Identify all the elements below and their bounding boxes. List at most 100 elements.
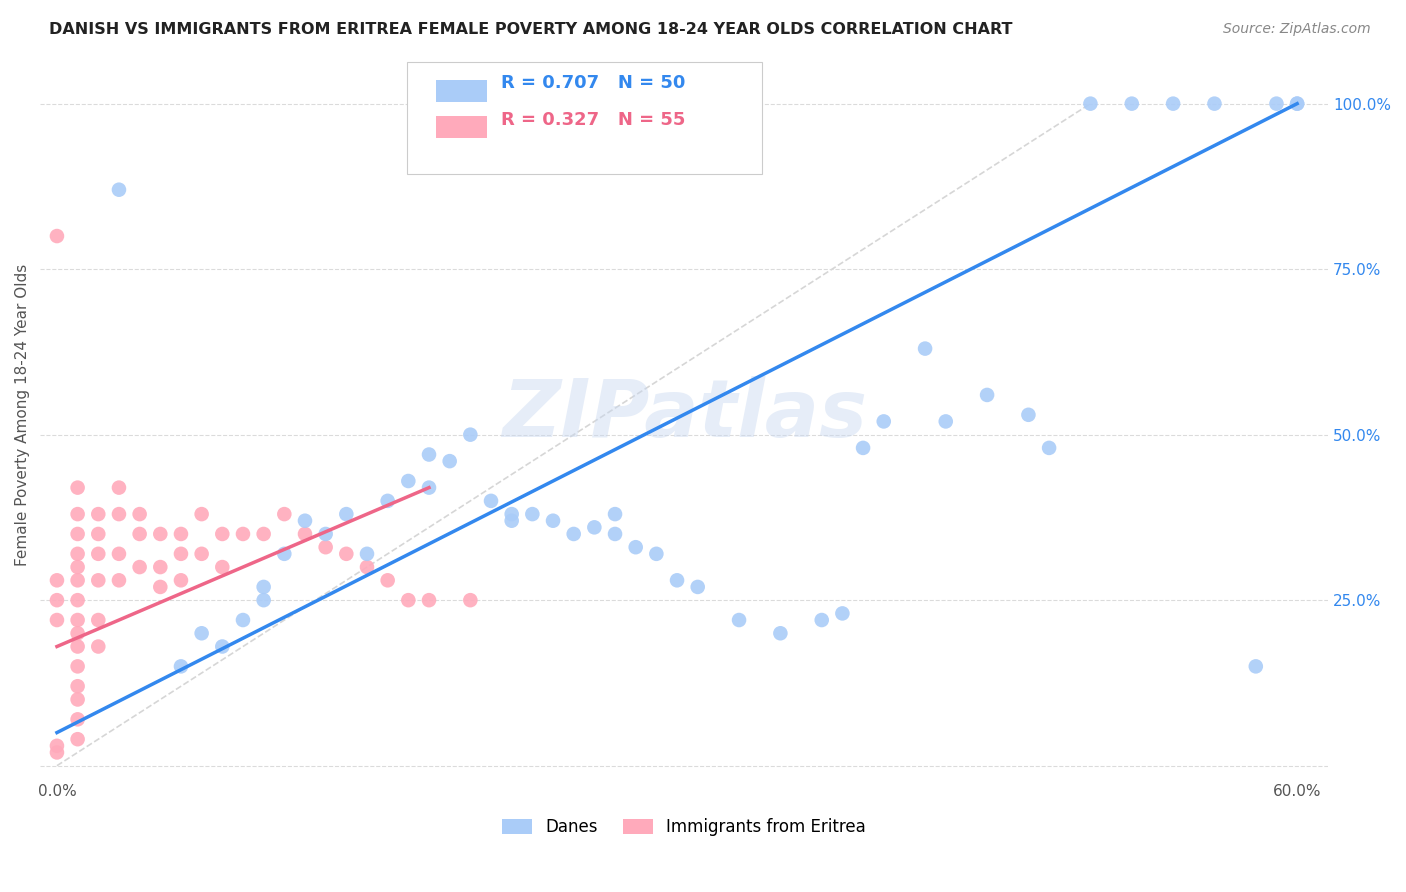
Point bbox=[810, 613, 832, 627]
Y-axis label: Female Poverty Among 18-24 Year Olds: Female Poverty Among 18-24 Year Olds bbox=[15, 264, 30, 566]
Point bbox=[377, 574, 399, 588]
Point bbox=[935, 414, 957, 428]
Point bbox=[66, 527, 89, 541]
Point bbox=[66, 732, 89, 747]
Point bbox=[46, 574, 69, 588]
Point bbox=[66, 659, 89, 673]
Point bbox=[294, 514, 316, 528]
Point bbox=[66, 593, 89, 607]
Text: R = 0.707   N = 50: R = 0.707 N = 50 bbox=[502, 74, 686, 93]
Point bbox=[873, 414, 896, 428]
Text: DANISH VS IMMIGRANTS FROM ERITREA FEMALE POVERTY AMONG 18-24 YEAR OLDS CORRELATI: DANISH VS IMMIGRANTS FROM ERITREA FEMALE… bbox=[49, 22, 1012, 37]
Point bbox=[46, 613, 69, 627]
Text: ZIPatlas: ZIPatlas bbox=[502, 376, 866, 454]
Point bbox=[46, 229, 69, 244]
Point bbox=[1161, 96, 1184, 111]
Point bbox=[624, 540, 647, 554]
Point bbox=[335, 547, 357, 561]
Point bbox=[914, 342, 936, 356]
Point bbox=[108, 481, 131, 495]
Point bbox=[541, 514, 564, 528]
Point bbox=[87, 547, 110, 561]
Point bbox=[603, 527, 626, 541]
Point bbox=[460, 427, 482, 442]
Point bbox=[1121, 96, 1143, 111]
Point bbox=[273, 547, 295, 561]
Point bbox=[190, 507, 212, 521]
Point bbox=[108, 183, 131, 197]
Point bbox=[501, 514, 523, 528]
Point bbox=[46, 746, 69, 760]
Point bbox=[66, 547, 89, 561]
Point bbox=[1080, 96, 1102, 111]
Point bbox=[831, 607, 853, 621]
Point bbox=[232, 527, 254, 541]
Point bbox=[108, 574, 131, 588]
Point bbox=[149, 527, 172, 541]
Point bbox=[396, 593, 419, 607]
Point bbox=[190, 547, 212, 561]
Point bbox=[603, 507, 626, 521]
Point bbox=[1204, 96, 1226, 111]
Point bbox=[66, 692, 89, 706]
Point bbox=[170, 574, 193, 588]
Point bbox=[356, 560, 378, 574]
Point bbox=[439, 454, 461, 468]
Point bbox=[418, 481, 440, 495]
Point bbox=[149, 560, 172, 574]
Point bbox=[170, 547, 193, 561]
Point bbox=[66, 626, 89, 640]
Point bbox=[149, 580, 172, 594]
Point bbox=[356, 547, 378, 561]
Point bbox=[66, 712, 89, 726]
Point bbox=[583, 520, 606, 534]
Point bbox=[460, 593, 482, 607]
Point bbox=[232, 613, 254, 627]
Point bbox=[852, 441, 875, 455]
Point bbox=[253, 580, 276, 594]
Point bbox=[108, 547, 131, 561]
Point bbox=[1265, 96, 1288, 111]
Point bbox=[253, 527, 276, 541]
FancyBboxPatch shape bbox=[436, 79, 488, 102]
Point bbox=[87, 507, 110, 521]
Point bbox=[87, 574, 110, 588]
Point bbox=[128, 527, 150, 541]
Point bbox=[170, 527, 193, 541]
Point bbox=[377, 494, 399, 508]
Point bbox=[190, 626, 212, 640]
Text: R = 0.327   N = 55: R = 0.327 N = 55 bbox=[502, 111, 686, 128]
Point bbox=[87, 640, 110, 654]
Point bbox=[1017, 408, 1039, 422]
Point bbox=[666, 574, 689, 588]
Point bbox=[66, 560, 89, 574]
Point bbox=[211, 527, 233, 541]
Point bbox=[1244, 659, 1267, 673]
Point bbox=[562, 527, 585, 541]
FancyBboxPatch shape bbox=[436, 116, 488, 138]
Point bbox=[273, 507, 295, 521]
Point bbox=[418, 448, 440, 462]
Point bbox=[108, 507, 131, 521]
Text: Source: ZipAtlas.com: Source: ZipAtlas.com bbox=[1223, 22, 1371, 37]
Point bbox=[87, 527, 110, 541]
FancyBboxPatch shape bbox=[408, 62, 762, 175]
Legend: Danes, Immigrants from Eritrea: Danes, Immigrants from Eritrea bbox=[502, 818, 866, 836]
Point bbox=[396, 474, 419, 488]
Point bbox=[686, 580, 709, 594]
Point bbox=[315, 527, 337, 541]
Point bbox=[1286, 96, 1309, 111]
Point bbox=[645, 547, 668, 561]
Point bbox=[315, 540, 337, 554]
Point bbox=[170, 659, 193, 673]
Point bbox=[1038, 441, 1060, 455]
Point bbox=[128, 507, 150, 521]
Point bbox=[479, 494, 502, 508]
Point bbox=[769, 626, 792, 640]
Point bbox=[335, 507, 357, 521]
Point bbox=[66, 640, 89, 654]
Point bbox=[66, 613, 89, 627]
Point bbox=[66, 507, 89, 521]
Point bbox=[66, 481, 89, 495]
Point bbox=[46, 739, 69, 753]
